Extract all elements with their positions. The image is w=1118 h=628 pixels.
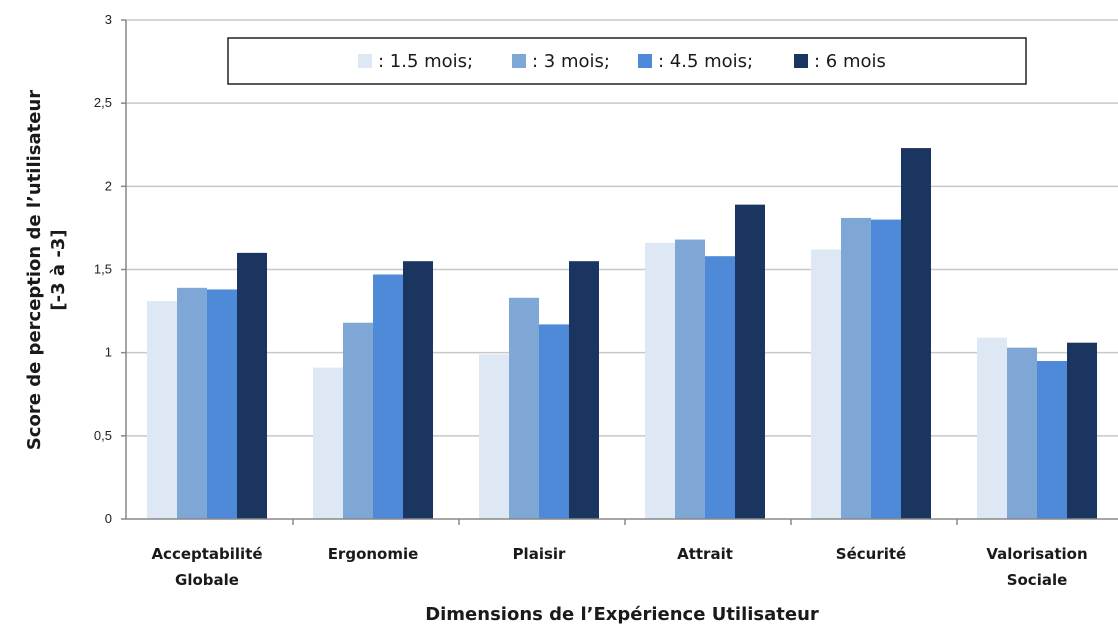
legend-label: : 3 mois;	[532, 51, 610, 72]
bar-6-mois	[569, 261, 599, 519]
bar-1-5-mois	[313, 367, 343, 519]
bar-4-5-mois	[1037, 360, 1067, 519]
bar-1-5-mois	[147, 301, 177, 519]
legend-swatch	[512, 54, 526, 68]
bar-4-5-mois	[871, 219, 901, 519]
bar-1-5-mois	[977, 337, 1007, 519]
bar-6-mois	[237, 252, 267, 519]
bar-4-5-mois	[539, 324, 569, 519]
bar-4-5-mois	[207, 289, 237, 519]
bars	[147, 148, 1097, 520]
bar-1-5-mois	[645, 242, 675, 520]
y-tick-label: 2,5	[94, 95, 112, 110]
x-axis-title: Dimensions de l’Expérience Utilisateur	[425, 604, 819, 625]
x-tick-label: Attrait	[677, 545, 733, 563]
axes: 0 0,5 1 1,5 2 2,5 3 Acceptabilité Globale Ergonom…	[24, 12, 1118, 625]
bar-6-mois	[735, 204, 765, 519]
y-tick-label: 1,5	[94, 262, 112, 277]
bar-3-mois	[1007, 347, 1037, 519]
bar-3-mois	[675, 239, 705, 519]
legend-swatch	[358, 54, 372, 68]
bar-6-mois	[1067, 342, 1097, 519]
gridlines	[126, 19, 1118, 437]
bar-1-5-mois	[479, 354, 509, 519]
y-tick-label: 0	[105, 511, 112, 526]
bar-6-mois	[403, 261, 433, 519]
bar-6-mois	[901, 148, 931, 519]
y-axis-title: [-3 à -3]	[48, 229, 69, 310]
bar-3-mois	[509, 297, 539, 519]
x-tick-label: Acceptabilité	[151, 545, 262, 563]
legend-label: : 4.5 mois;	[658, 51, 753, 72]
legend: : 1.5 mois; : 3 mois; : 4.5 mois; : 6 mois	[227, 37, 1027, 85]
legend-label: : 1.5 mois;	[378, 51, 473, 72]
bar-4-5-mois	[373, 274, 403, 519]
bar-3-mois	[177, 287, 207, 519]
y-tick-label: 2	[105, 178, 112, 193]
bar-4-5-mois	[705, 256, 735, 519]
x-tick-label: Ergonomie	[328, 545, 419, 563]
legend-box	[227, 37, 1027, 85]
bar-1-5-mois	[811, 249, 841, 520]
legend-swatch	[794, 54, 808, 68]
y-tick-label: 3	[105, 12, 112, 27]
legend-swatch	[638, 54, 652, 68]
x-tick-label: Plaisir	[513, 545, 566, 563]
y-tick-label: 0,5	[94, 428, 112, 443]
y-axis-title: Score de perception de l’utilisateur	[24, 90, 45, 450]
x-tick-label: Sécurité	[836, 545, 906, 563]
legend-label: : 6 mois	[814, 51, 886, 72]
bar-3-mois	[841, 217, 871, 520]
x-tick-label: Globale	[175, 571, 239, 589]
y-tick-label: 1	[105, 345, 112, 360]
x-tick-label: Sociale	[1007, 571, 1068, 589]
bar-3-mois	[343, 322, 373, 519]
x-tick-label: Valorisation	[986, 545, 1087, 563]
